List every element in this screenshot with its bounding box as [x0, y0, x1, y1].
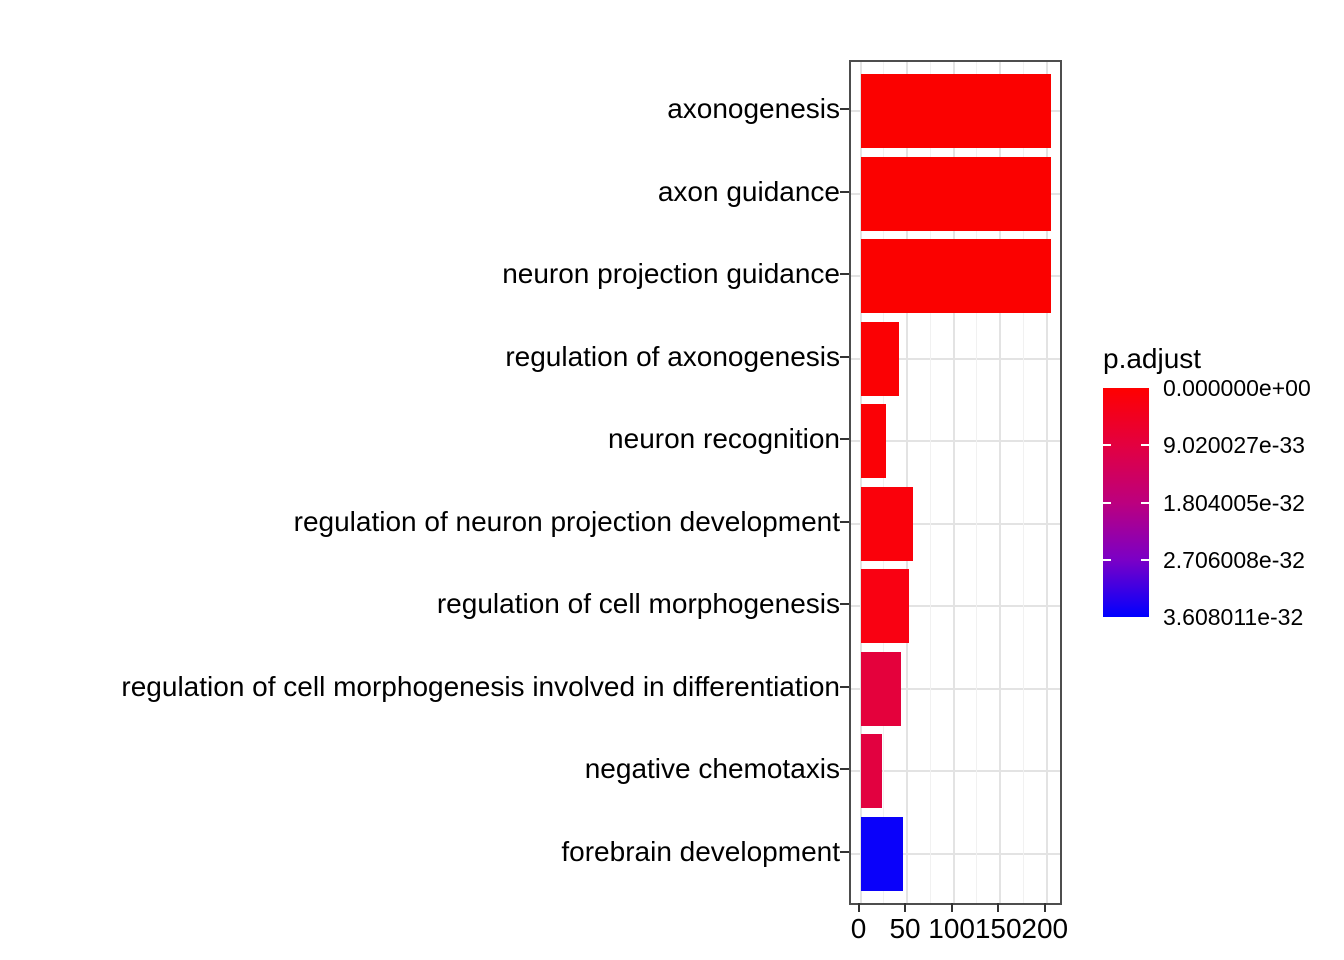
bar: [860, 569, 909, 644]
x-axis-tick: [857, 903, 860, 912]
y-axis-tick: [840, 603, 849, 606]
y-axis-label: axonogenesis: [667, 93, 840, 125]
y-axis-label: regulation of axonogenesis: [505, 340, 840, 372]
y-axis-tick: [840, 190, 849, 193]
y-axis-label: regulation of neuron projection developm…: [293, 505, 840, 537]
x-axis-tick: [904, 903, 907, 912]
y-axis-tick: [840, 685, 849, 688]
colorbar-tick: [1141, 558, 1149, 561]
gridline-x-major: [999, 62, 1002, 903]
legend-colorbar: [1103, 388, 1149, 617]
y-axis-tick: [840, 438, 849, 441]
bar: [860, 816, 904, 891]
y-axis-tick: [840, 355, 849, 358]
gridline-x-major: [1045, 62, 1048, 903]
y-axis-label: negative chemotaxis: [584, 753, 840, 785]
x-axis-label: 50: [889, 913, 921, 944]
x-axis-label: 200: [1021, 913, 1069, 944]
x-axis-label: 0: [850, 913, 867, 944]
x-axis-tick: [1043, 903, 1046, 912]
bar: [860, 239, 1051, 314]
legend-tick-label: 2.706008e-32: [1163, 546, 1305, 573]
colorbar-tick: [1103, 501, 1111, 504]
y-axis-tick: [840, 273, 849, 276]
y-axis-tick: [840, 108, 849, 111]
bar: [860, 651, 901, 726]
x-axis-label: 100: [928, 913, 975, 944]
bar: [860, 734, 882, 809]
colorbar-tick: [1103, 444, 1111, 447]
gridline-y-major: [851, 605, 1060, 608]
legend-tick-label: 1.804005e-32: [1163, 489, 1305, 516]
bar: [860, 404, 886, 479]
y-axis-label: regulation of cell morphogenesis involve…: [121, 670, 840, 702]
legend-title: p.adjust: [1103, 343, 1202, 374]
x-axis-label: 150: [974, 913, 1022, 944]
legend-tick-label: 3.608011e-32: [1163, 604, 1304, 630]
y-axis-tick: [840, 520, 849, 523]
y-axis-label: neuron projection guidance: [502, 258, 840, 290]
bar: [860, 486, 913, 561]
gridline-y-major: [851, 687, 1060, 690]
colorbar-tick: [1103, 558, 1111, 561]
bar: [860, 156, 1051, 231]
gridline-x-minor: [1022, 62, 1024, 903]
legend-tick-label: 9.020027e-33: [1163, 432, 1305, 459]
gridline-x-major: [906, 62, 909, 903]
y-axis-label: neuron recognition: [608, 423, 840, 455]
y-axis-label: forebrain development: [561, 835, 840, 867]
y-axis-tick: [840, 850, 849, 853]
legend-tick-label: 0.000000e+00: [1163, 375, 1311, 401]
bar: [860, 321, 899, 396]
gridline-y-major: [851, 440, 1060, 443]
gridline-y-major: [851, 522, 1060, 525]
gridline-x-minor: [883, 62, 885, 903]
x-axis-tick: [950, 903, 953, 912]
gridline-x-major: [952, 62, 955, 903]
gridline-x-major: [859, 62, 862, 903]
gridline-x-minor: [929, 62, 931, 903]
x-axis-tick: [997, 903, 1000, 912]
gridline-y-major: [851, 357, 1060, 360]
colorbar-tick: [1141, 501, 1149, 504]
colorbar-tick: [1141, 444, 1149, 447]
bar: [860, 74, 1051, 149]
plot-panel: [849, 60, 1062, 905]
gridline-y-major: [851, 770, 1060, 773]
gridline-x-minor: [976, 62, 978, 903]
y-axis-label: axon guidance: [657, 175, 840, 207]
y-axis-tick: [840, 768, 849, 771]
y-axis-label: regulation of cell morphogenesis: [436, 588, 840, 620]
gridline-y-major: [851, 852, 1060, 855]
